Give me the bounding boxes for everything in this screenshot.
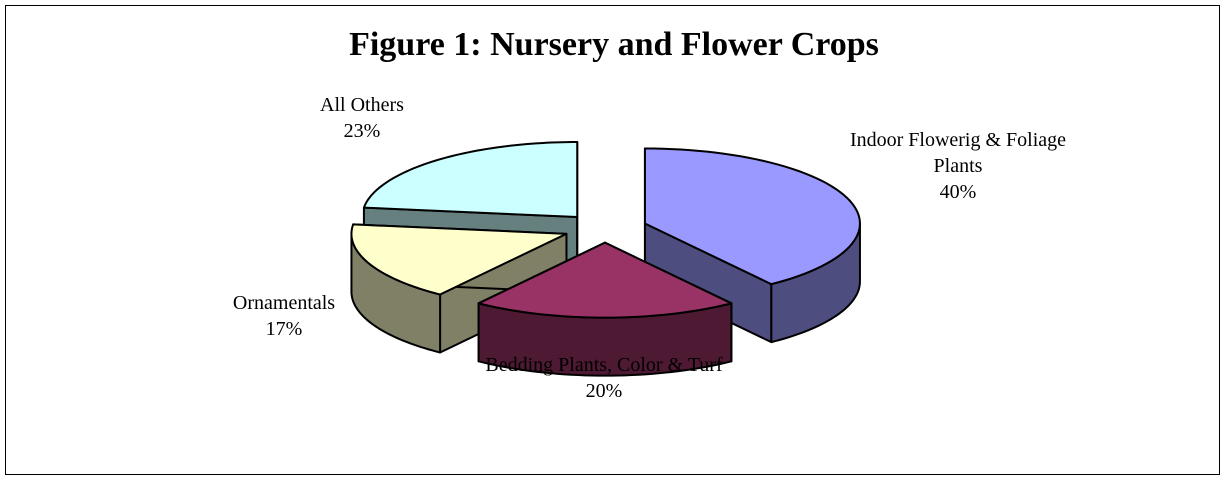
slice-label: All Others 23% [282, 92, 442, 144]
value-label: 17% [265, 318, 303, 340]
slice-top [350, 223, 568, 296]
category-label: Ornamentals [232, 292, 336, 314]
category-label: Indoor Flowerig & Foliage Plants [849, 129, 1067, 177]
category-label: All Others [320, 94, 404, 116]
slice-label: Ornamentals 17% [204, 290, 364, 342]
slice-label: Bedding Plants, Color & Turf 20% [474, 352, 734, 404]
category-label: Bedding Plants, Color & Turf [485, 354, 723, 376]
slice-label: Indoor Flowerig & Foliage Plants 40% [838, 127, 1078, 205]
slice-top [643, 147, 861, 286]
slice-top [477, 241, 733, 319]
chart-title: Figure 1: Nursery and Flower Crops [349, 26, 879, 63]
value-label: 40% [939, 181, 977, 203]
value-label: 23% [343, 120, 381, 142]
chart-frame [5, 5, 1220, 475]
value-label: 20% [585, 380, 623, 402]
slice-top [362, 141, 579, 219]
